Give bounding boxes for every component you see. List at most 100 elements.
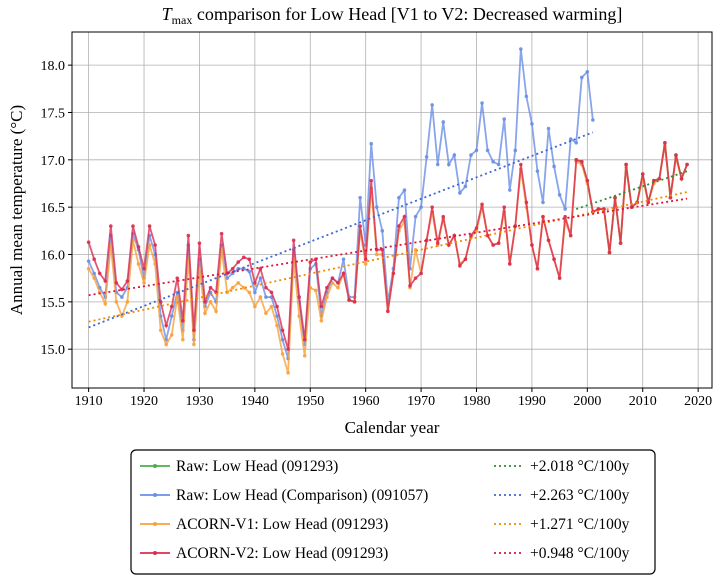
data-point	[452, 153, 457, 157]
data-point	[596, 207, 601, 211]
data-point	[585, 178, 590, 183]
legend-box	[130, 449, 656, 575]
data-point	[419, 271, 423, 276]
data-point	[446, 243, 451, 247]
data-point	[485, 233, 490, 238]
data-point	[108, 224, 113, 228]
legend-label: +2.263 °C/100y	[530, 487, 630, 504]
y-tick-label: 17.0	[41, 154, 66, 169]
series-line	[87, 142, 688, 350]
data-point	[607, 250, 612, 255]
data-point	[125, 279, 130, 283]
data-point	[258, 276, 263, 280]
data-point	[103, 301, 108, 306]
data-point	[203, 300, 207, 304]
data-point	[286, 371, 290, 375]
data-point	[491, 243, 495, 247]
data-point	[624, 162, 628, 167]
data-point	[363, 262, 368, 266]
data-point	[435, 241, 440, 245]
legend-label: ACORN-V2: Low Head (091293)	[176, 545, 388, 562]
data-point	[264, 285, 268, 290]
data-point	[175, 276, 180, 280]
data-point	[241, 285, 246, 290]
data-point	[424, 155, 429, 159]
data-point	[380, 229, 385, 233]
legend-label: +0.948 °C/100y	[530, 545, 630, 562]
data-point	[369, 178, 374, 183]
data-point	[369, 141, 374, 146]
x-tick-label: 1940	[241, 394, 269, 409]
data-point	[153, 243, 157, 247]
data-point	[142, 281, 146, 285]
data-point	[563, 207, 567, 211]
data-point	[474, 226, 479, 230]
legend-marker	[153, 493, 157, 497]
legend-marker	[153, 464, 157, 468]
data-point	[563, 214, 567, 219]
legend-marker	[153, 551, 157, 555]
legend-label: +1.271 °C/100y	[530, 516, 630, 533]
data-point	[120, 295, 124, 299]
x-tick-label: 1960	[352, 394, 380, 409]
data-point	[679, 176, 684, 181]
data-point	[419, 205, 423, 209]
data-point	[192, 328, 196, 333]
x-tick-label: 2020	[684, 394, 712, 409]
data-point	[541, 214, 545, 219]
data-point	[169, 314, 174, 318]
data-point	[618, 241, 623, 245]
legend-marker	[153, 522, 157, 526]
x-tick-label: 1980	[463, 394, 491, 409]
data-point	[92, 257, 96, 262]
data-point	[275, 304, 279, 309]
trend-line	[88, 191, 688, 323]
data-point	[574, 158, 579, 162]
data-point	[264, 311, 268, 316]
data-point	[214, 309, 218, 314]
data-point	[181, 337, 185, 342]
data-point	[374, 205, 379, 209]
data-point	[685, 162, 689, 167]
title-sub: max	[172, 13, 193, 27]
data-point	[480, 202, 484, 207]
data-point	[502, 205, 507, 209]
data-point	[352, 300, 357, 304]
data-point	[435, 162, 440, 167]
data-point	[552, 164, 556, 169]
data-point	[363, 257, 368, 262]
data-point	[507, 188, 512, 192]
data-point	[463, 184, 468, 189]
data-point	[164, 323, 168, 328]
data-point	[530, 243, 534, 247]
data-point	[524, 200, 529, 205]
data-point	[175, 295, 180, 299]
legend-label: ACORN-V1: Low Head (091293)	[176, 516, 388, 533]
data-point	[613, 195, 617, 200]
data-point	[125, 300, 130, 304]
y-tick-label: 15.0	[41, 343, 66, 358]
data-point	[496, 162, 501, 167]
data-point	[264, 295, 268, 299]
data-point	[513, 148, 518, 153]
data-point	[458, 191, 462, 195]
data-point	[524, 94, 529, 99]
data-point	[253, 304, 257, 309]
data-point	[136, 245, 141, 249]
data-point	[131, 224, 135, 228]
x-tick-label: 1930	[185, 394, 213, 409]
data-point	[297, 314, 301, 318]
data-point	[169, 304, 174, 309]
data-point	[574, 140, 579, 145]
data-point	[386, 309, 390, 314]
data-point	[568, 233, 573, 238]
data-point	[280, 352, 285, 356]
x-tick-label: 2000	[573, 394, 601, 409]
y-tick-label: 17.5	[41, 106, 66, 121]
data-point	[469, 233, 473, 238]
y-tick-label: 15.5	[41, 296, 66, 311]
data-point	[136, 262, 141, 266]
data-point	[114, 281, 119, 285]
data-point	[147, 224, 152, 228]
data-point	[97, 271, 102, 276]
